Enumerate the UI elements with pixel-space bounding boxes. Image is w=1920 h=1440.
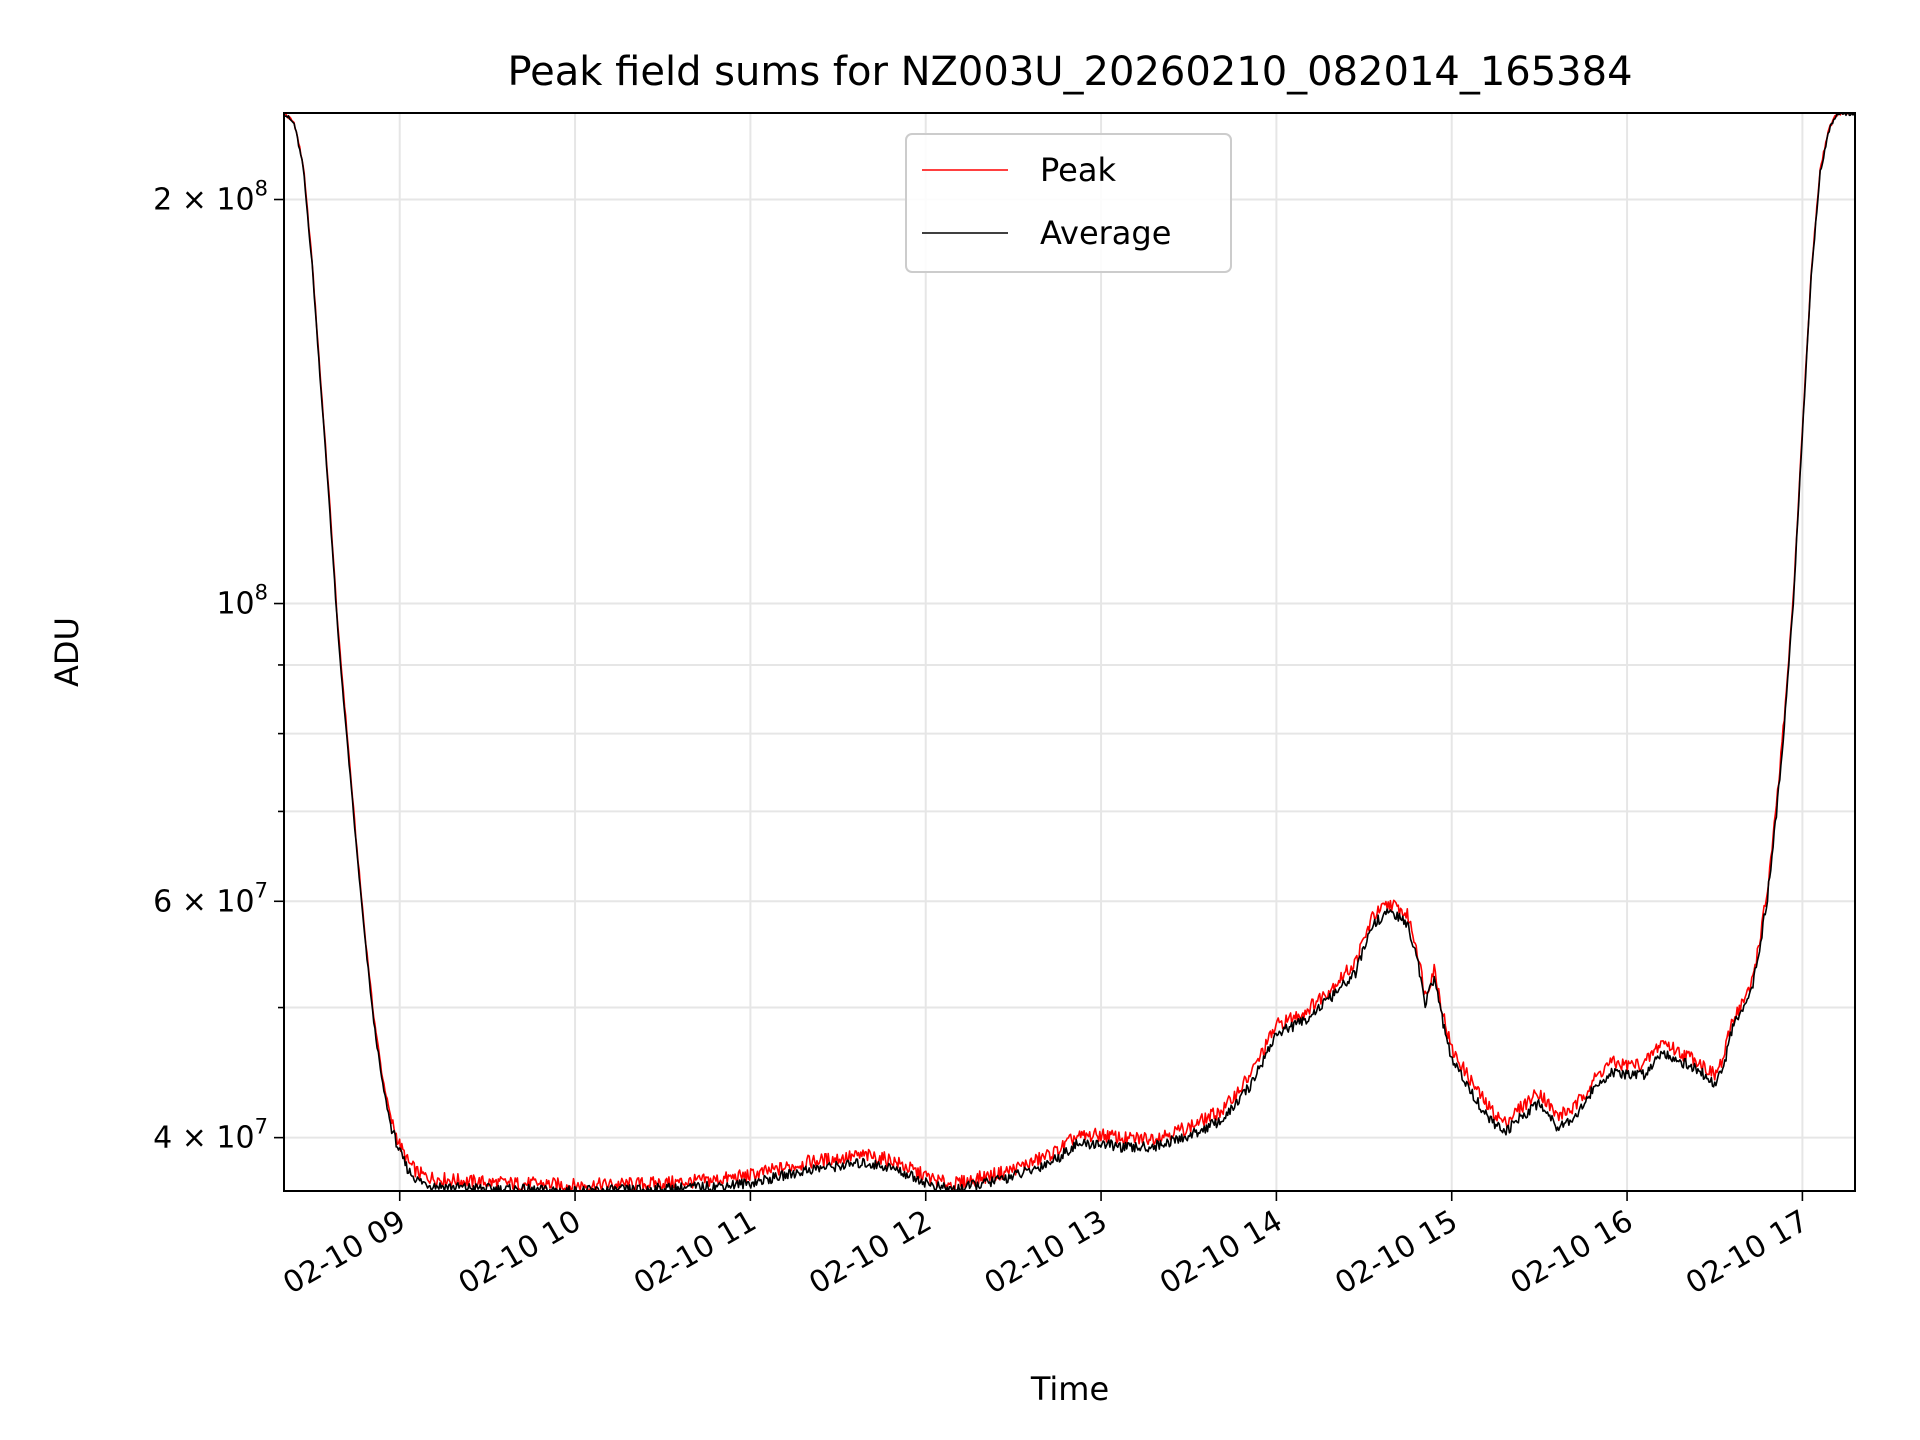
y-axis-label: ADU — [48, 617, 86, 687]
legend-label-average: Average — [1040, 214, 1171, 252]
x-axis-label: Time — [1030, 1370, 1109, 1408]
series-layer — [284, 113, 1855, 1191]
grid — [284, 113, 1855, 1191]
plot-frame — [283, 112, 1856, 1192]
legend-box — [905, 133, 1232, 273]
legend: Peak Average — [905, 133, 1232, 273]
y-tick-label: 4 × 107 — [153, 1115, 268, 1156]
y-axis: 4 × 107 6 × 107 108 2 × 108 — [153, 177, 284, 1156]
legend-label-peak: Peak — [1040, 151, 1116, 189]
chart-title: Peak field sums for NZ003U_20260210_0820… — [507, 49, 1632, 95]
series-line-average — [284, 113, 1855, 1191]
y-tick-label: 108 — [216, 581, 268, 622]
y-tick-label: 2 × 108 — [153, 177, 268, 218]
y-tick-label: 6 × 107 — [153, 878, 268, 919]
